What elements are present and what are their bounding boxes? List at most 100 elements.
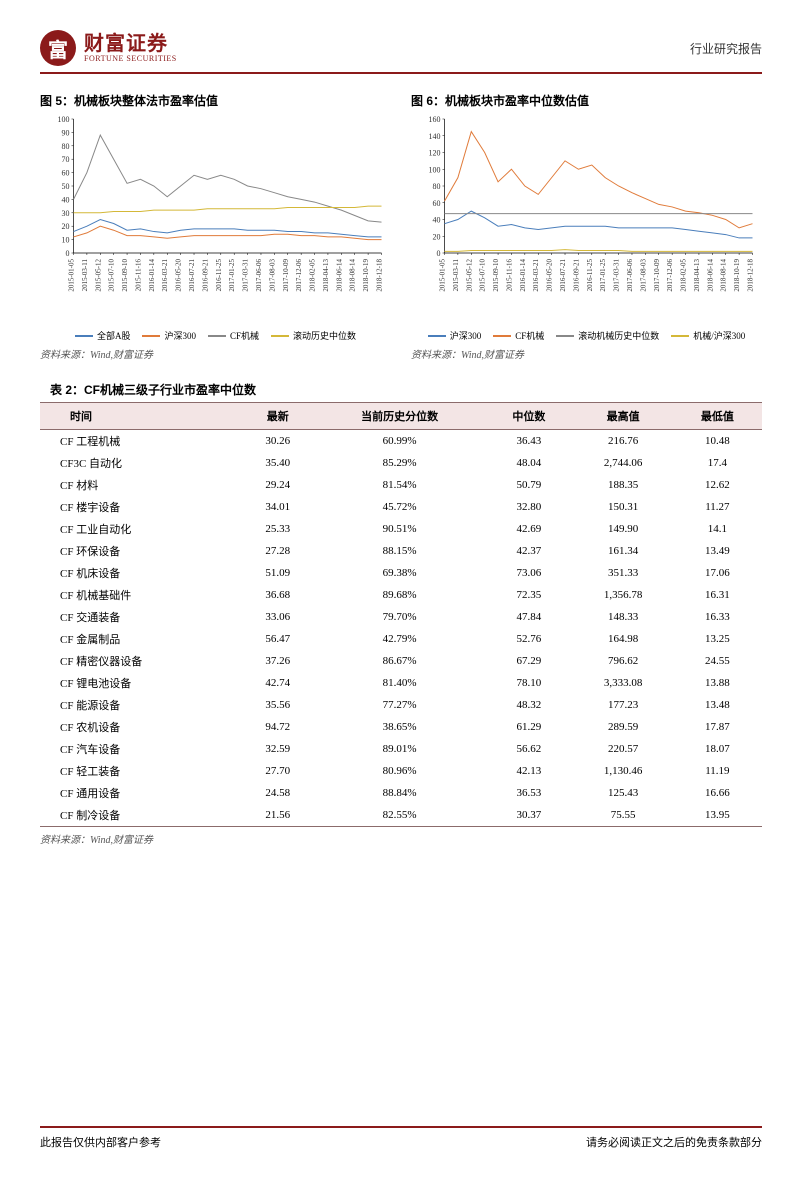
- svg-text:2018-10-19: 2018-10-19: [362, 259, 370, 292]
- table-body: CF 工程机械30.2660.99%36.43216.7610.48CF3C 自…: [40, 430, 762, 827]
- chart-6-title: 图 6：机械板块市盈率中位数估值: [411, 92, 762, 109]
- svg-text:2017-03-31: 2017-03-31: [242, 259, 250, 292]
- chart-6-svg: 0204060801001201401602015-01-052015-03-1…: [411, 113, 762, 323]
- table-cell: CF 精密仪器设备: [40, 650, 241, 672]
- table-row: CF3C 自动化35.4085.29%48.042,744.0617.4: [40, 452, 762, 474]
- table-cell: 188.35: [573, 474, 672, 496]
- table-cell: CF 机械基础件: [40, 584, 241, 606]
- table-cell: 42.74: [241, 672, 315, 694]
- svg-text:2016-05-20: 2016-05-20: [546, 259, 554, 292]
- svg-text:30: 30: [62, 209, 70, 218]
- svg-text:2016-05-20: 2016-05-20: [175, 259, 183, 292]
- table-cell: 24.55: [673, 650, 762, 672]
- page-header: 富 财富证券 FORTUNE SECURITIES 行业研究报告: [40, 30, 762, 74]
- table-cell: CF 环保设备: [40, 540, 241, 562]
- svg-text:2018-08-14: 2018-08-14: [349, 259, 357, 292]
- table-cell: CF3C 自动化: [40, 452, 241, 474]
- table-cell: 12.62: [673, 474, 762, 496]
- table-cell: 24.58: [241, 782, 315, 804]
- svg-text:60: 60: [433, 199, 441, 208]
- table-cell: 13.49: [673, 540, 762, 562]
- table-cell: 60.99%: [315, 430, 484, 453]
- svg-text:2015-09-10: 2015-09-10: [121, 259, 129, 292]
- legend-item: 沪深300: [142, 329, 196, 342]
- table-cell: 25.33: [241, 518, 315, 540]
- table-col-header: 当前历史分位数: [315, 403, 484, 430]
- table-cell: 18.07: [673, 738, 762, 760]
- logo-text: 财富证券 FORTUNE SECURITIES: [84, 33, 177, 64]
- table-cell: 45.72%: [315, 496, 484, 518]
- report-type: 行业研究报告: [690, 40, 762, 57]
- table-cell: 32.80: [484, 496, 573, 518]
- table-row: CF 环保设备27.2888.15%42.37161.3413.49: [40, 540, 762, 562]
- table-cell: CF 楼宇设备: [40, 496, 241, 518]
- table-row: CF 工业自动化25.3390.51%42.69149.9014.1: [40, 518, 762, 540]
- table-cell: 88.15%: [315, 540, 484, 562]
- table-cell: 89.68%: [315, 584, 484, 606]
- legend-item: 沪深300: [428, 329, 482, 342]
- table-cell: 216.76: [573, 430, 672, 453]
- svg-text:2017-08-03: 2017-08-03: [639, 259, 647, 292]
- table-row: CF 金属制品56.4742.79%52.76164.9813.25: [40, 628, 762, 650]
- table-cell: 164.98: [573, 628, 672, 650]
- legend-item: CF机械: [493, 329, 544, 342]
- table-cell: 796.62: [573, 650, 672, 672]
- table-cell: 14.1: [673, 518, 762, 540]
- legend-item: 全部A股: [75, 329, 131, 342]
- table-col-header: 最新: [241, 403, 315, 430]
- table-cell: 11.27: [673, 496, 762, 518]
- svg-text:100: 100: [429, 165, 441, 174]
- table-cell: 42.69: [484, 518, 573, 540]
- table-2: 时间最新当前历史分位数中位数最高值最低值 CF 工程机械30.2660.99%3…: [40, 402, 762, 827]
- table-cell: 17.4: [673, 452, 762, 474]
- svg-text:2016-03-21: 2016-03-21: [161, 259, 169, 292]
- page-footer: 此报告仅供内部客户参考 请务必阅读正文之后的免责条款部分: [40, 1126, 762, 1150]
- svg-text:2016-01-14: 2016-01-14: [519, 259, 527, 292]
- table-cell: 81.54%: [315, 474, 484, 496]
- svg-text:2018-12-18: 2018-12-18: [376, 259, 384, 292]
- svg-text:2018-06-14: 2018-06-14: [706, 259, 714, 292]
- table-cell: 351.33: [573, 562, 672, 584]
- svg-text:2016-09-21: 2016-09-21: [201, 259, 209, 292]
- table-cell: CF 农机设备: [40, 716, 241, 738]
- svg-text:160: 160: [429, 115, 441, 124]
- table-cell: 13.48: [673, 694, 762, 716]
- svg-text:0: 0: [66, 249, 70, 258]
- legend-item: 机械/沪深300: [671, 329, 745, 342]
- table-cell: 78.10: [484, 672, 573, 694]
- table-cell: 36.53: [484, 782, 573, 804]
- table-cell: CF 工业自动化: [40, 518, 241, 540]
- table-cell: 82.55%: [315, 804, 484, 827]
- table-row: CF 交通装备33.0679.70%47.84148.3316.33: [40, 606, 762, 628]
- legend-item: CF机械: [208, 329, 259, 342]
- table-cell: 220.57: [573, 738, 672, 760]
- table-cell: 27.28: [241, 540, 315, 562]
- table-cell: CF 轻工装备: [40, 760, 241, 782]
- table-cell: 289.59: [573, 716, 672, 738]
- svg-text:80: 80: [62, 142, 70, 151]
- svg-text:2018-02-05: 2018-02-05: [680, 259, 688, 292]
- svg-text:2017-01-25: 2017-01-25: [599, 259, 607, 292]
- svg-text:50: 50: [62, 182, 70, 191]
- chart-6-legend: 沪深300CF机械滚动机械历史中位数机械/沪深300: [411, 329, 762, 342]
- table-cell: 47.84: [484, 606, 573, 628]
- table-header-row: 时间最新当前历史分位数中位数最高值最低值: [40, 403, 762, 430]
- svg-text:100: 100: [58, 115, 70, 124]
- table-cell: 81.40%: [315, 672, 484, 694]
- table-cell: 88.84%: [315, 782, 484, 804]
- table-cell: 1,356.78: [573, 584, 672, 606]
- table-row: CF 能源设备35.5677.27%48.32177.2313.48: [40, 694, 762, 716]
- svg-text:2016-11-25: 2016-11-25: [215, 259, 223, 292]
- table-cell: 77.27%: [315, 694, 484, 716]
- table-cell: 94.72: [241, 716, 315, 738]
- svg-text:2018-08-14: 2018-08-14: [720, 259, 728, 292]
- table-row: CF 机械基础件36.6889.68%72.351,356.7816.31: [40, 584, 762, 606]
- table-cell: CF 机床设备: [40, 562, 241, 584]
- table-cell: 35.56: [241, 694, 315, 716]
- svg-text:2016-07-21: 2016-07-21: [188, 259, 196, 292]
- svg-text:2015-03-11: 2015-03-11: [81, 259, 89, 292]
- svg-text:2016-09-21: 2016-09-21: [572, 259, 580, 292]
- table-row: CF 轻工装备27.7080.96%42.131,130.4611.19: [40, 760, 762, 782]
- table-cell: CF 金属制品: [40, 628, 241, 650]
- svg-text:2017-10-09: 2017-10-09: [282, 259, 290, 292]
